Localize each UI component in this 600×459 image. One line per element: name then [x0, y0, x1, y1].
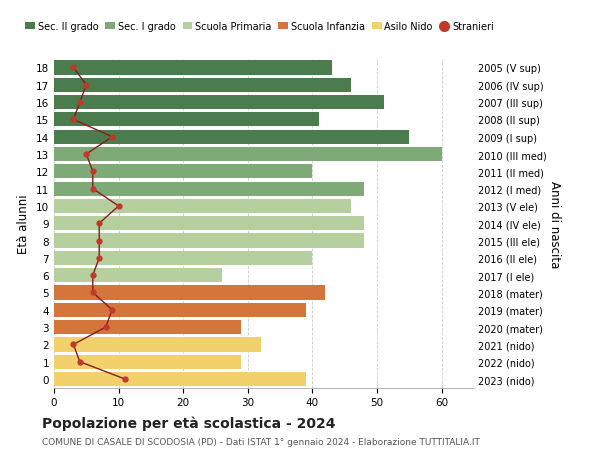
Bar — [54, 269, 222, 283]
Bar — [54, 61, 332, 75]
Text: COMUNE DI CASALE DI SCODOSIA (PD) - Dati ISTAT 1° gennaio 2024 - Elaborazione TU: COMUNE DI CASALE DI SCODOSIA (PD) - Dati… — [42, 437, 480, 446]
Bar — [54, 165, 313, 179]
Bar — [54, 113, 319, 127]
Bar — [54, 337, 261, 352]
Y-axis label: Anni di nascita: Anni di nascita — [548, 180, 561, 267]
Bar — [54, 130, 409, 145]
Legend: Sec. II grado, Sec. I grado, Scuola Primaria, Scuola Infanzia, Asilo Nido, Stran: Sec. II grado, Sec. I grado, Scuola Prim… — [25, 22, 494, 32]
Y-axis label: Età alunni: Età alunni — [17, 194, 31, 253]
Bar — [54, 217, 364, 231]
Bar — [54, 303, 306, 317]
Text: Popolazione per età scolastica - 2024: Popolazione per età scolastica - 2024 — [42, 415, 335, 430]
Bar — [54, 182, 364, 196]
Bar — [54, 78, 351, 93]
Bar — [54, 372, 306, 386]
Bar — [54, 199, 351, 213]
Bar — [54, 234, 364, 248]
Bar — [54, 320, 241, 335]
Bar — [54, 96, 383, 110]
Bar — [54, 286, 325, 300]
Bar — [54, 148, 442, 162]
Bar — [54, 355, 241, 369]
Bar — [54, 251, 313, 265]
